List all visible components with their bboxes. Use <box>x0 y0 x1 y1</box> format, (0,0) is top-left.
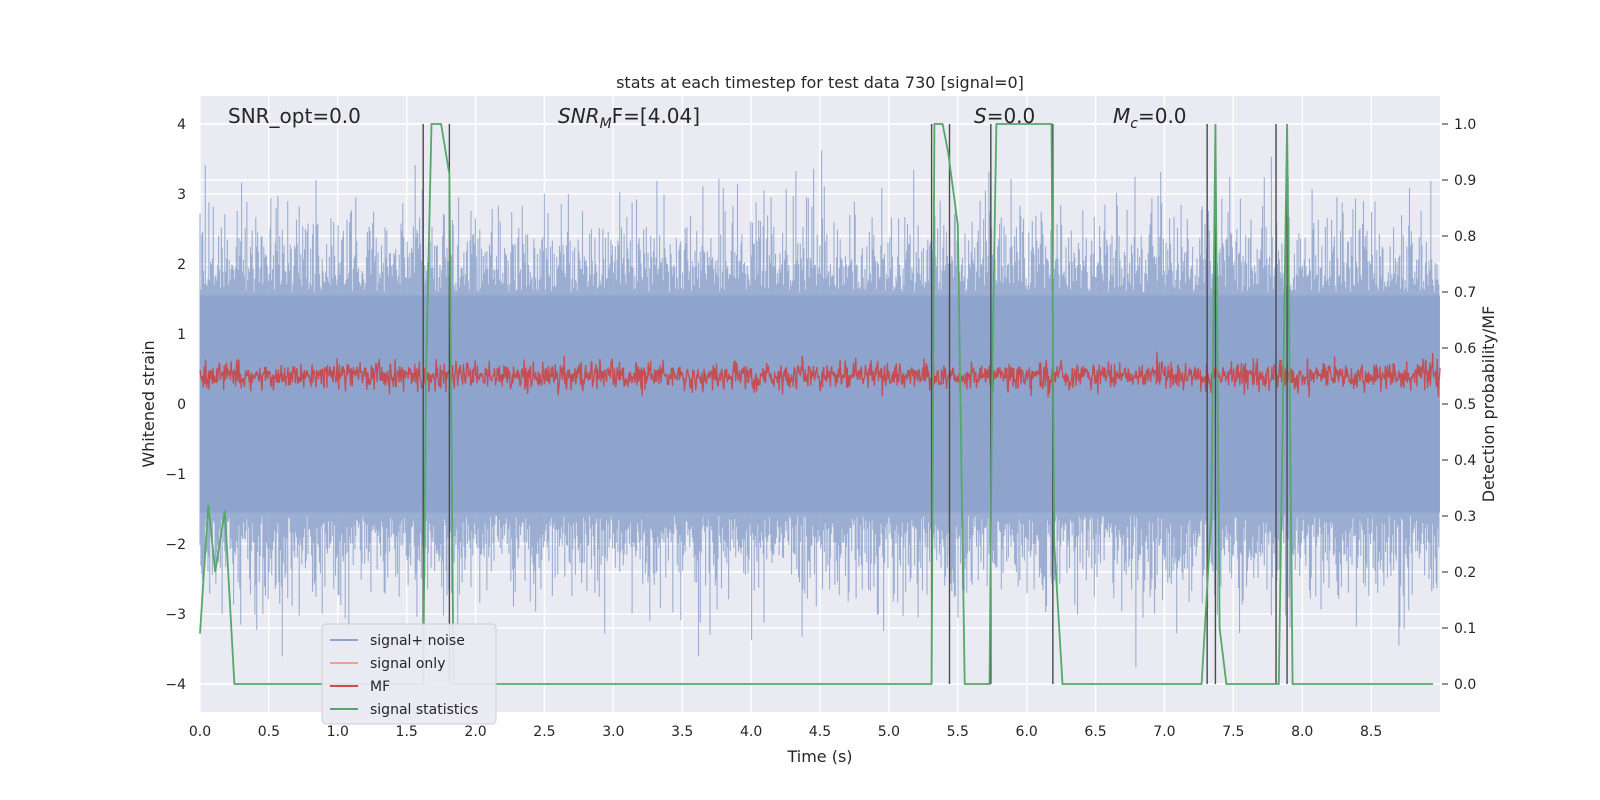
legend-box <box>321 623 497 725</box>
mf-line <box>199 351 1441 398</box>
x-tick-label: 2.0 <box>464 724 486 740</box>
x-tick-label: 3.0 <box>602 724 624 740</box>
y-tick-label-left: −1 <box>165 467 186 483</box>
mc-annotation: Mc=0.0 <box>1113 104 1187 132</box>
x-tick-label: 7.0 <box>1153 724 1175 740</box>
y-tick-label-left: 0 <box>177 397 186 413</box>
x-tick-label: 6.0 <box>1016 724 1038 740</box>
y-tick-label-right: 0.8 <box>1454 229 1476 245</box>
y-axis-label-right: Detection probability/MF <box>1479 306 1498 503</box>
snr-mf-annotation: SNRMF=[4.04] <box>558 104 700 132</box>
x-tick-label: 8.0 <box>1291 724 1313 740</box>
y-tick-label-left: 4 <box>177 117 186 133</box>
legend-label: MF <box>370 679 390 695</box>
x-tick-label: 6.5 <box>1084 724 1106 740</box>
legend-label: signal statistics <box>370 702 478 718</box>
legend-label: signal only <box>370 656 445 672</box>
x-tick-label: 2.5 <box>533 724 555 740</box>
y-tick-label-right: 1.0 <box>1454 117 1476 133</box>
signal-statistics-line <box>199 123 1434 685</box>
x-tick-label: 4.0 <box>740 724 762 740</box>
signal-noise-band <box>200 295 1440 513</box>
y-tick-label-right: 0.2 <box>1454 565 1476 581</box>
y-tick-label-right: 0.9 <box>1454 173 1476 189</box>
y-tick-label-right: 0.7 <box>1454 285 1476 301</box>
x-tick-label: 5.0 <box>878 724 900 740</box>
mc-annotation-base: M <box>1113 104 1130 128</box>
x-tick-label: 0.0 <box>189 724 211 740</box>
x-tick-label: 1.0 <box>327 724 349 740</box>
mc-annotation-value: =0.0 <box>1138 104 1187 128</box>
y-tick-label-right: 0.3 <box>1454 509 1476 525</box>
x-tick-label: 0.5 <box>258 724 280 740</box>
snr-mf-sub: M <box>600 116 612 132</box>
x-tick-label: 4.5 <box>809 724 831 740</box>
y-tick-label-left: 2 <box>177 257 186 273</box>
x-tick-label: 5.5 <box>947 724 969 740</box>
x-tick-label: 1.5 <box>396 724 418 740</box>
mc-annotation-sub: c <box>1130 116 1138 132</box>
signal-statistics-series <box>199 123 1434 685</box>
x-tick-label: 3.5 <box>671 724 693 740</box>
x-tick-label: 7.5 <box>1222 724 1244 740</box>
y-tick-label-left: −4 <box>165 677 186 693</box>
y-tick-label-left: 3 <box>177 187 186 203</box>
y-tick-label-left: −2 <box>165 537 186 553</box>
x-tick-label: 8.5 <box>1360 724 1382 740</box>
legend-label: signal+ noise <box>370 633 465 649</box>
snr-opt-annotation: SNR_opt=0.0 <box>228 104 361 128</box>
y-tick-label-left: 1 <box>177 327 186 343</box>
snr-mf-rest: F=[4.04] <box>612 104 700 128</box>
mf-series <box>199 351 1441 398</box>
y-tick-label-right: 0.5 <box>1454 397 1476 413</box>
y-tick-label-right: 0.0 <box>1454 677 1476 693</box>
axis-ticks: 0.0 0.5 1.0 1.5 2.0 2.5 3.0 3.5 4.0 4.5 5.0 5.5 6.0 6… <box>165 117 1476 740</box>
y-tick-label-right: 0.4 <box>1454 453 1476 469</box>
s-annotation-value: =0.0 <box>987 104 1036 128</box>
y-tick-label-right: 0.1 <box>1454 621 1476 637</box>
y-tick-label-right: 0.6 <box>1454 341 1476 357</box>
x-axis-label: Time (s) <box>786 747 852 766</box>
y-axis-label-left: Whitened strain <box>139 340 158 467</box>
signal-noise-series <box>199 150 1440 668</box>
legend: signal+ noise signal only MF signal statist… <box>321 623 497 725</box>
y-tick-label-left: −3 <box>165 607 186 623</box>
s-annotation-symbol: S <box>974 104 987 128</box>
s-annotation: S=0.0 <box>974 104 1035 128</box>
snr-mf-base: SNR <box>558 104 600 128</box>
chart-title: stats at each timestep for test data 730… <box>616 73 1024 92</box>
